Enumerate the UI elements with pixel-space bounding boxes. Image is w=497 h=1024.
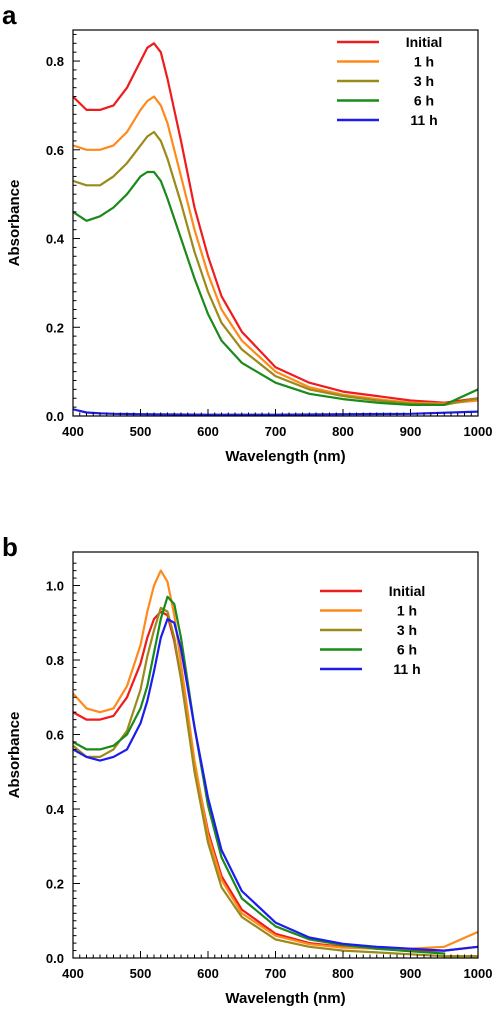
chart-panel-b: b 400 500 600 700 800 900 1000 0.0 0.2 0.4 0.6 0.8 1.…: [2, 532, 492, 1007]
legend-label: 11 h: [410, 112, 437, 128]
y-tick-label: 0.4: [46, 232, 65, 247]
series-line-1: [73, 95, 478, 405]
series-line-0: [73, 42, 478, 404]
y-axis-title: Absorbance: [6, 180, 23, 267]
chart-panel-a: a 400 500 600 700 800 900 1000 0.0 0.2 0.4 0.6 0.8 Wa…: [2, 0, 492, 465]
legend-label: 1 h: [397, 603, 417, 619]
x-tick-label: 1000: [464, 966, 493, 981]
panel-label: b: [2, 532, 18, 562]
series-line-2: [73, 130, 478, 406]
y-axis-title: Absorbance: [6, 712, 23, 799]
y-tick-label: 0.0: [46, 951, 64, 966]
x-tick-label: 800: [332, 966, 354, 981]
series-line-3: [73, 170, 478, 406]
y-tick-label: 0.4: [46, 802, 65, 817]
y-tick-label: 0.0: [46, 409, 64, 424]
y-tick-label: 0.8: [46, 54, 64, 69]
x-axis-title: Wavelength (nm): [225, 448, 345, 465]
x-tick-label: 500: [130, 966, 152, 981]
y-tick-label: 0.6: [46, 728, 64, 743]
legend: Initial 1 h 3 h 6 h 11 h: [337, 34, 442, 128]
x-tick-label: 800: [332, 424, 354, 439]
y-tick-label: 0.6: [46, 143, 64, 158]
x-tick-label: 600: [197, 424, 219, 439]
x-tick-label: 600: [197, 966, 219, 981]
x-tick-label: 1000: [464, 424, 493, 439]
x-tick-label: 400: [62, 424, 84, 439]
legend-label: Initial: [389, 583, 426, 599]
legend-label: Initial: [406, 34, 443, 50]
legend-label: 11 h: [393, 661, 420, 677]
series-line-1: [73, 569, 478, 950]
x-tick-label: 700: [265, 424, 287, 439]
legend: Initial 1 h 3 h 6 h 11 h: [320, 583, 425, 677]
legend-label: 3 h: [414, 73, 434, 89]
series-lines: [73, 569, 478, 958]
y-tick-label: 0.2: [46, 320, 64, 335]
x-tick-label: 400: [62, 966, 84, 981]
panel-label: a: [2, 0, 17, 30]
x-tick-label: 500: [130, 424, 152, 439]
plot-frame: [72, 551, 479, 959]
series-line-4: [73, 617, 478, 952]
legend-label: 1 h: [414, 54, 434, 70]
y-tick-label: 0.2: [46, 877, 64, 892]
series-line-3: [73, 595, 446, 955]
x-tick-label: 900: [400, 424, 422, 439]
x-tick-label: 900: [400, 966, 422, 981]
legend-label: 6 h: [397, 642, 417, 658]
legend-label: 6 h: [414, 93, 434, 109]
y-tick-label: 0.8: [46, 653, 64, 668]
legend-label: 3 h: [397, 622, 417, 638]
x-tick-label: 700: [265, 966, 287, 981]
x-axis-title: Wavelength (nm): [225, 990, 345, 1007]
y-tick-label: 1.0: [46, 579, 64, 594]
